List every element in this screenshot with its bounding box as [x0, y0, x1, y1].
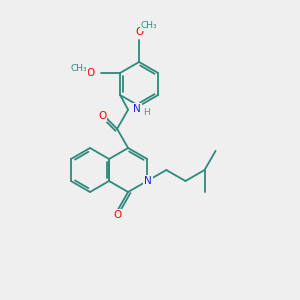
Text: CH₃: CH₃	[70, 64, 87, 74]
Text: N: N	[144, 176, 152, 186]
Text: N: N	[133, 104, 141, 114]
Text: O: O	[135, 27, 143, 37]
Text: H: H	[143, 108, 149, 117]
Text: O: O	[113, 210, 121, 220]
Text: O: O	[98, 111, 106, 121]
Text: O: O	[87, 68, 95, 78]
Text: CH₃: CH₃	[141, 22, 158, 31]
